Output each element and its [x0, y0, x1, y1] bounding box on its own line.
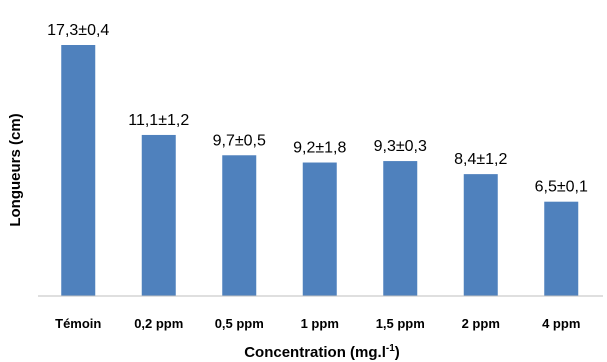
- bar-value-label-4: 9,3±0,3: [374, 138, 427, 155]
- x-tick-label-3: 1 ppm: [301, 316, 339, 331]
- bar-3: [302, 162, 337, 296]
- bar-2: [222, 155, 257, 296]
- bar-5: [463, 174, 498, 296]
- x-axis-title-main: Concentration (mg.l: [244, 344, 386, 361]
- bar-value-label-2: 9,7±0,5: [213, 132, 266, 149]
- x-axis-title: Concentration (mg.l-1): [244, 343, 400, 361]
- x-tick-label-0: Témoin: [55, 316, 101, 331]
- data-labels-layer: 17,3±0,4 11,1±1,2 9,7±0,5 9,2±1,8 9,3±0,3 8,4…: [47, 22, 588, 196]
- x-tick-label-5: 2 ppm: [462, 316, 500, 331]
- bar-value-label-3: 9,2±1,8: [293, 140, 346, 157]
- x-tick-labels-layer: Témoin 0,2 ppm 0,5 ppm 1 ppm 1,5 ppm 2 ppm 4 p…: [55, 316, 580, 331]
- x-tick-label-6: 4 ppm: [542, 316, 580, 331]
- bar-4: [383, 161, 418, 296]
- y-axis-title: Longueurs (cm): [7, 113, 24, 226]
- bars-layer: [61, 45, 579, 296]
- bar-value-label-1: 11,1±1,2: [128, 112, 189, 129]
- x-tick-label-2: 0,5 ppm: [215, 316, 264, 331]
- x-axis-title-end: ): [395, 344, 400, 361]
- bar-0: [61, 45, 96, 296]
- x-tick-label-4: 1,5 ppm: [376, 316, 425, 331]
- bar-value-label-0: 17,3±0,4: [47, 22, 109, 39]
- bar-value-label-6: 6,5±0,1: [535, 179, 588, 196]
- x-axis-title-superscript: -1: [386, 343, 395, 354]
- x-tick-label-1: 0,2 ppm: [134, 316, 183, 331]
- bar-6: [544, 201, 579, 296]
- bar-1: [141, 134, 176, 296]
- bar-value-label-5: 8,4±1,2: [454, 151, 507, 168]
